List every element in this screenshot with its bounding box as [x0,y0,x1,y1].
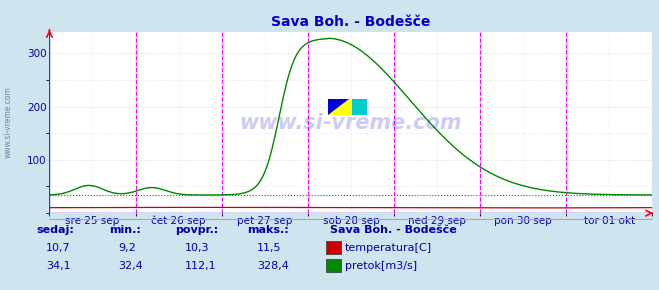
Title: Sava Boh. - Bodešče: Sava Boh. - Bodešče [272,15,430,29]
Text: 9,2: 9,2 [119,243,136,253]
Text: www.si-vreme.com: www.si-vreme.com [240,113,462,133]
Text: sedaj:: sedaj: [36,225,74,235]
Text: pretok[m3/s]: pretok[m3/s] [345,261,416,271]
Bar [328,99,351,115]
Text: www.si-vreme.com: www.si-vreme.com [3,86,13,158]
Bar [352,99,367,115]
Text: 32,4: 32,4 [119,261,144,271]
Text: 10,7: 10,7 [46,243,71,253]
Text: maks.:: maks.: [247,225,289,235]
Text: povpr.:: povpr.: [175,225,218,235]
Polygon shape [328,99,349,115]
Text: temperatura[C]: temperatura[C] [345,243,432,253]
Text: Sava Boh. - Bodešče: Sava Boh. - Bodešče [330,225,456,235]
Text: 112,1: 112,1 [185,261,216,271]
Text: 10,3: 10,3 [185,243,209,253]
Text: 11,5: 11,5 [257,243,281,253]
Text: min.:: min.: [109,225,140,235]
Text: 34,1: 34,1 [46,261,71,271]
Text: 328,4: 328,4 [257,261,289,271]
